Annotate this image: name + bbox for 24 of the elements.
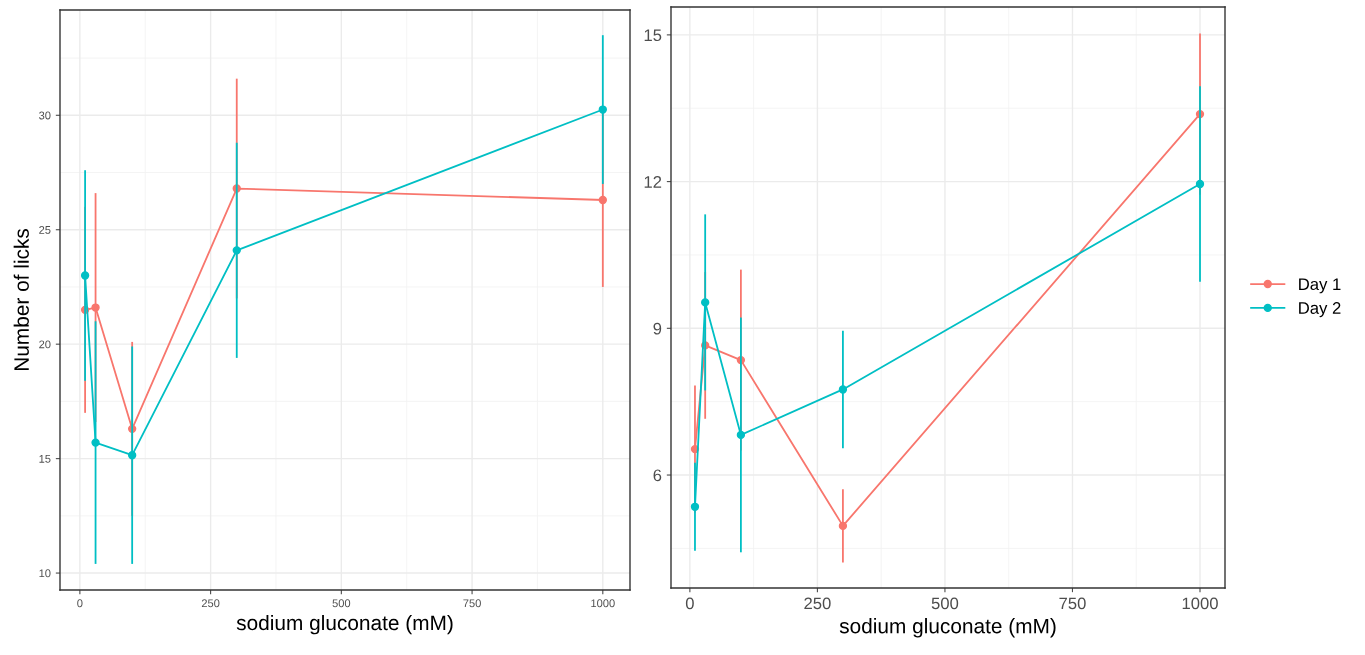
x-tick-label: 250	[201, 599, 220, 608]
y-tick-label: 15	[39, 455, 51, 463]
x-tick-label: 750	[463, 599, 481, 608]
x-tick-label: 250	[804, 597, 831, 610]
x-tick-label: 0	[77, 599, 83, 608]
legend-label: Day 2	[1299, 302, 1341, 318]
y-tick-label: 12	[644, 175, 662, 188]
legend-label: Day 1	[1299, 278, 1341, 294]
y-tick-label: 30	[39, 111, 51, 120]
y-axis-title: Number of licks	[13, 228, 29, 371]
x-tick-label: 750	[1059, 597, 1086, 610]
y-tick-label: 20	[39, 340, 51, 349]
x-tick-label: 500	[332, 599, 351, 608]
x-tick-label: 1000	[1182, 597, 1218, 610]
y-tick-label: 15	[644, 29, 662, 42]
y-tick-label: 10	[39, 569, 51, 578]
y-tick-label: 25	[39, 226, 51, 234]
y-tick-label: 6	[653, 469, 662, 482]
x-tick-label: 500	[931, 597, 959, 610]
x-tick-label: 0	[685, 597, 694, 610]
x-axis-title: sodium gluconate (mM)	[236, 614, 453, 635]
x-axis-title: sodium gluconate (mM)	[839, 618, 1056, 638]
y-tick-label: 9	[653, 322, 662, 335]
x-tick-label: 1000	[591, 599, 615, 608]
